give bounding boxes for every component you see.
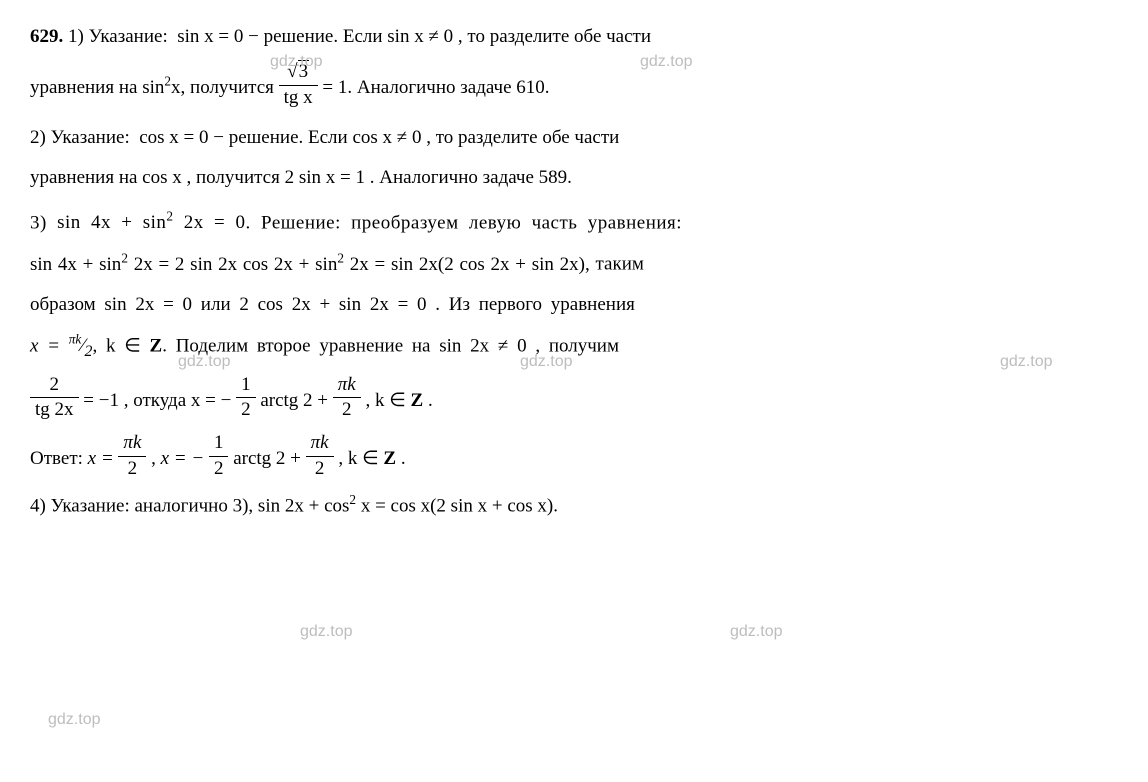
part3-line3: образом sin 2x = 0 или 2 cos 2x + sin 2x… [30,288,1118,322]
ans2: x = − [161,448,209,469]
Z2: Z [411,390,424,411]
p3-eq: sin 4x + sin2 2x = 0 [57,212,245,233]
watermark: gdz.top [48,706,100,735]
p2-t2: уравнения на cos x , получится 2 sin x =… [30,167,572,188]
p1-frac: √3 tg x [279,60,318,110]
sin2x: sin2x [142,77,180,98]
Z1: Z [150,335,163,356]
p1-hint: Указание: [89,26,168,47]
p3-label: 3) [30,212,57,233]
part2-line2: уравнения на cos x , получится 2 sin x =… [30,161,1118,195]
p3-l2d: таким [596,254,644,275]
p4-text2: x = cos x(2 sin x + cos x). [356,495,558,516]
ans-pik2: πk2 [306,431,334,481]
p2-t1: cos x = 0 − решение. Если cos x ≠ 0 , то… [139,127,619,148]
problem-number: 629. [30,26,63,47]
p1-t2b: , получится [181,77,279,98]
p4-label: 4) [30,495,51,516]
p1-frac-den: tg x [279,86,318,111]
p1-eq1: = 1 [318,77,348,98]
p3-frac2: 2 tg 2x [30,373,79,423]
pik-over-2: πk⁄2 [69,335,93,356]
p1-label: 1) [68,26,89,47]
p3-l3a: образом sin 2x = 0 или 2 cos 2x + sin 2x… [30,294,635,315]
part3-line2: sin 4x + sin2 2x = 2 sin 2x cos 2x + sin… [30,246,1118,282]
part3-answer: Ответ: x = πk2 , x = − 12 arctg 2 + πk2 … [30,431,1118,481]
p3-l4a: x = [30,335,69,356]
p1-t2a: уравнения на [30,77,142,98]
part3-line1: 3) sin 4x + sin2 2x = 0. Решение: преобр… [30,205,1118,241]
part4: 4) Указание: аналогично 3), sin 2x + cos… [30,488,1118,524]
ans-end: , k ∈ [334,448,384,469]
arctg1: arctg 2 + [256,390,333,411]
ans-label: Ответ: [30,448,88,469]
p3-l4c: . Поделим второе уравнение на sin 2x ≠ 0… [162,335,619,356]
part3-line4: x = πk⁄2, k ∈ Z. Поделим второе уравнени… [30,328,1118,367]
p3-l5b: , k ∈ [361,390,411,411]
p2-hint: Указание: [51,127,130,148]
pik2-1: πk2 [333,373,361,423]
half1: 12 [236,373,256,423]
p4-hint: Указание: [51,495,130,516]
ans1: x = [88,448,119,469]
p3-l4b: , k ∈ [92,335,149,356]
part2-line1: 2) Указание: cos x = 0 − решение. Если c… [30,121,1118,155]
watermark: gdz.top [300,618,352,647]
ans-sep: , [146,448,160,469]
arctg2: arctg 2 + [228,448,305,469]
ans-half: 12 [209,431,229,481]
p1-t2c: . Аналогично задаче 610. [347,77,549,98]
Z3: Z [383,448,396,469]
p3-l2: sin 4x + sin2 2x = 2 sin 2x cos 2x + sin… [30,254,596,275]
watermark: gdz.top [730,618,782,647]
p3-l5c: . [423,390,433,411]
p1-frac-num: √3 [279,60,318,86]
p4-text: аналогично 3), sin 2x + cos [130,495,350,516]
part1-line1: 629. 1) Указание: sin x = 0 − решение. Е… [30,20,1118,54]
p3-t1: . Решение: преобразуем левую часть уравн… [246,212,683,233]
p2-label: 2) [30,127,51,148]
part1-line2: уравнения на sin2x, получится √3 tg x = … [30,60,1118,110]
part3-line5: 2 tg 2x = −1 , откуда x = − 12 arctg 2 +… [30,373,1118,423]
p3-l5a: = −1 , откуда x = − [79,390,237,411]
ans-frac1: πk2 [118,431,146,481]
p1-t1: sin x = 0 − решение. Если sin x ≠ 0 , то… [177,26,651,47]
